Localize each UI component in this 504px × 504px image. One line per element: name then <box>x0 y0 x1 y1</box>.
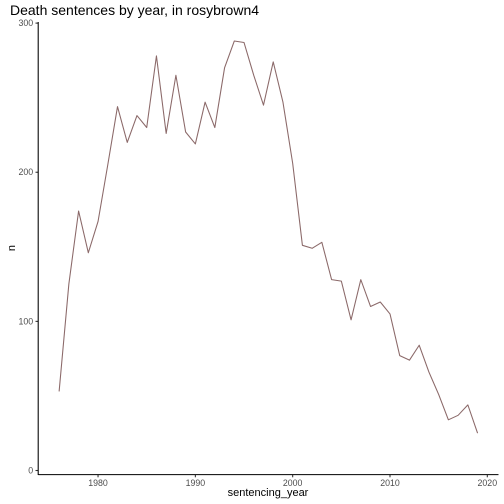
x-tick-label: 1990 <box>186 478 206 488</box>
x-tick-label: 1980 <box>88 478 108 488</box>
x-tick-label: 2010 <box>380 478 400 488</box>
y-axis-title: n <box>6 245 18 251</box>
x-tick-label: 2000 <box>283 478 303 488</box>
series-layer <box>58 40 479 434</box>
chart-title: Death sentences by year, in rosybrown4 <box>10 2 259 18</box>
x-tick-label: 2020 <box>478 478 498 488</box>
y-tick-label: 100 <box>19 316 34 326</box>
y-tick-label: 200 <box>19 167 34 177</box>
x-axis-title: sentencing_year <box>228 487 309 499</box>
y-axis-ticks: 0 100 200 300 <box>19 18 39 475</box>
series-line <box>58 40 479 434</box>
y-tick-label: 0 <box>28 465 33 475</box>
y-tick-label: 300 <box>19 18 34 28</box>
